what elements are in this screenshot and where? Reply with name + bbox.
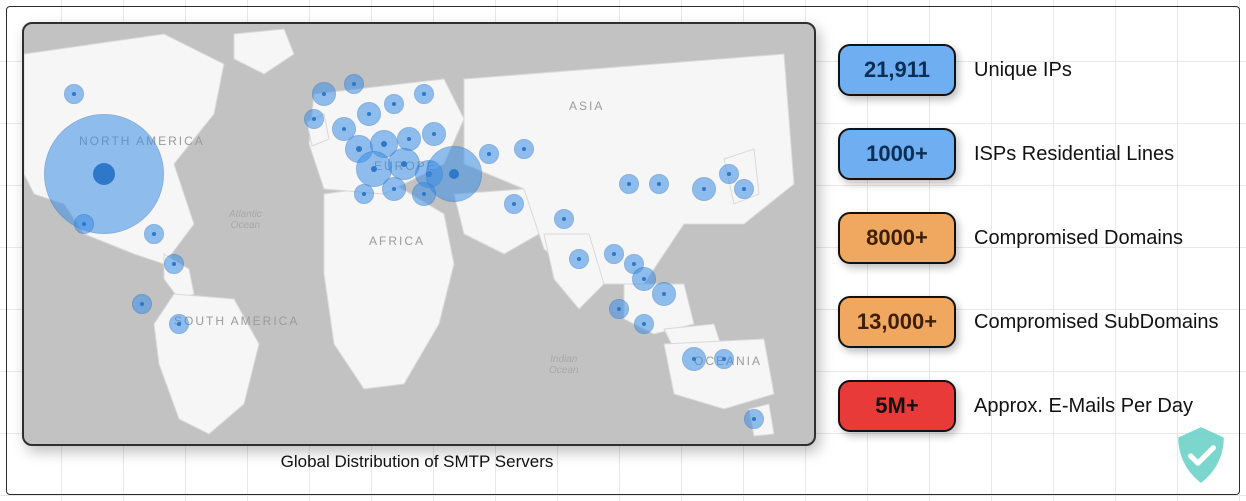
stat-label: Approx. E-Mails Per Day — [974, 395, 1193, 418]
stat-badge: 21,911 — [838, 44, 956, 96]
map-dot — [144, 224, 164, 244]
map-dot — [692, 177, 716, 201]
stat-badge: 13,000+ — [838, 296, 956, 348]
map-dot — [382, 177, 406, 201]
map-dot — [344, 74, 364, 94]
landmass-group — [24, 29, 794, 436]
map-dot — [312, 82, 336, 106]
stat-row: 13,000+ Compromised SubDomains — [838, 296, 1230, 348]
map-dot — [649, 174, 669, 194]
map-dot — [604, 244, 624, 264]
map-dot — [652, 282, 676, 306]
map-dot — [384, 94, 404, 114]
stats-panel: 21,911 Unique IPs 1000+ ISPs Residential Li… — [838, 44, 1230, 464]
map-dot — [64, 84, 84, 104]
infographic-content: NORTH AMERICASOUTH AMERICAAFRICAEUROPEAS… — [0, 0, 1246, 501]
map-dot — [357, 102, 381, 126]
map-dot — [744, 409, 764, 429]
map-dot — [619, 174, 639, 194]
stat-badge: 5M+ — [838, 380, 956, 432]
map-dot — [569, 249, 589, 269]
stat-badge: 8000+ — [838, 212, 956, 264]
stat-row: 1000+ ISPs Residential Lines — [838, 128, 1230, 180]
map-inner: NORTH AMERICASOUTH AMERICAAFRICAEUROPEAS… — [24, 24, 814, 444]
map-dot — [514, 139, 534, 159]
map-dot — [132, 294, 152, 314]
map-dot — [304, 109, 324, 129]
map-dot — [734, 179, 754, 199]
stat-label: Compromised SubDomains — [974, 311, 1219, 334]
map-dot — [44, 114, 164, 234]
map-dot — [634, 314, 654, 334]
stat-row: 8000+ Compromised Domains — [838, 212, 1230, 264]
map-dot — [504, 194, 524, 214]
map-dot — [554, 209, 574, 229]
stat-label: Compromised Domains — [974, 227, 1183, 250]
map-panel: NORTH AMERICASOUTH AMERICAAFRICAEUROPEAS… — [22, 22, 816, 446]
map-caption: Global Distribution of SMTP Servers — [22, 452, 812, 472]
map-dot — [74, 214, 94, 234]
map-dot — [354, 184, 374, 204]
map-dot — [422, 122, 446, 146]
stat-row: 21,911 Unique IPs — [838, 44, 1230, 96]
map-dot — [414, 84, 434, 104]
map-dot — [412, 182, 436, 206]
map-dot — [714, 349, 734, 369]
stat-badge: 1000+ — [838, 128, 956, 180]
shield-check-icon — [1168, 423, 1234, 489]
map-dot — [169, 314, 189, 334]
map-dot — [632, 267, 656, 291]
map-dot — [479, 144, 499, 164]
stat-label: ISPs Residential Lines — [974, 143, 1174, 166]
stat-label: Unique IPs — [974, 59, 1072, 82]
map-dot — [609, 299, 629, 319]
map-dot — [682, 347, 706, 371]
map-dot — [164, 254, 184, 274]
